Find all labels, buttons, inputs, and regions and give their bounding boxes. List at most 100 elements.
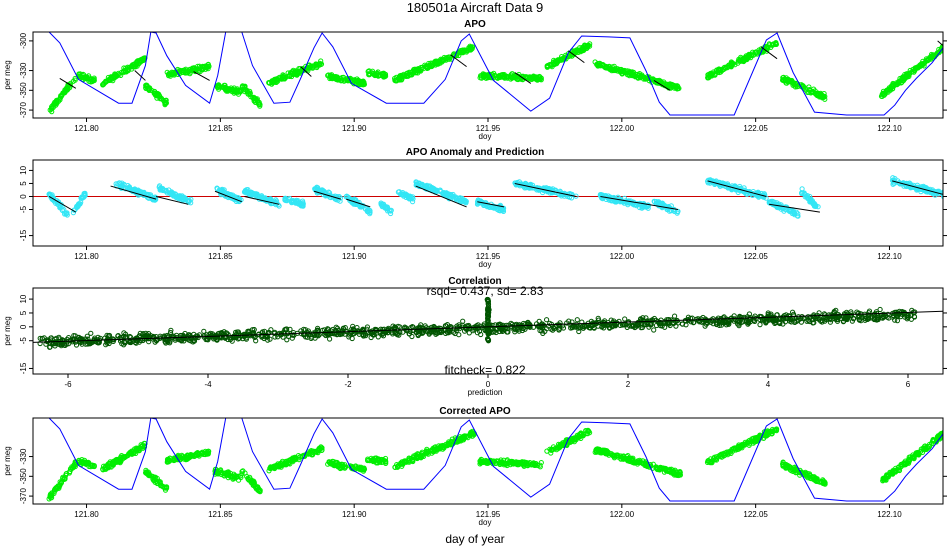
- panel-1-series-1-point-1070: [545, 64, 551, 70]
- panel-3-series-1-point-1167: [898, 314, 904, 320]
- panel-1-series-1-point-1417: [754, 51, 760, 57]
- panel-corrected-apo: 121.80 121.85 121.90 121.95 122.00 122.05 122.…: [3, 406, 947, 527]
- panel-3-series-1-point-279: [315, 325, 321, 331]
- panel-3-series-1-point-1165: [472, 325, 478, 331]
- panel-1-series-1-point-427: [257, 102, 263, 108]
- panel-1-series-1-point-1411: [746, 51, 752, 58]
- panel-3-series-1-point-1235: [267, 336, 273, 342]
- panel-3-series-1-point-1370: [763, 319, 769, 325]
- panel-3-series-1-point-1015: [557, 320, 563, 326]
- panel-4-series-1-point-54: [72, 462, 78, 468]
- panel-3-series-1-point-927: [757, 322, 763, 328]
- panel-1-series-1-point-818: [444, 56, 450, 62]
- panel-2-series-1-point-1229: [792, 212, 798, 218]
- panel-2-series-1-point-158: [119, 183, 125, 189]
- panel-1-series-1-point-1057: [581, 47, 587, 53]
- panel-3-series-1-point-1375: [735, 321, 741, 327]
- panel-1-series-1-point-233: [151, 90, 157, 97]
- panel-4-series-1-point-47: [67, 468, 73, 475]
- panel-4-series-1-point-30: [51, 487, 58, 493]
- panel-1-series-1-point-1663: [898, 80, 904, 86]
- panel-2-xtick-label-5: 122.00: [610, 252, 635, 261]
- panel-1-series-1-point-1643: [887, 86, 893, 92]
- panel-2-series-1-point-1407: [906, 182, 913, 188]
- panel-2-series-1-point-674: [462, 197, 468, 203]
- panel-1-series-1-point-1507: [819, 94, 825, 100]
- panel-2-ytick-label-1: -15: [19, 229, 28, 241]
- panel-2-series-2-segment-3: [155, 195, 189, 205]
- panel-3-series-1-point-1287: [545, 323, 552, 329]
- panel-3-series-1-point-1390: [855, 314, 862, 320]
- panel-1-series-1-point-429: [244, 88, 250, 95]
- panel-3-series-1-point-88: [651, 327, 657, 333]
- panel-3-series-1-point-1386: [371, 332, 377, 338]
- panel-1-series-1-point-1072: [559, 56, 565, 62]
- panel-3-series-1-point-1330: [834, 318, 841, 324]
- panel-1-series-1-point-1247: [626, 70, 632, 76]
- panel-1-series-1-point-1407: [726, 62, 732, 68]
- panel-3-series-1-point-1364: [302, 327, 309, 333]
- panel-2-ytick-label-3: 0: [19, 194, 28, 199]
- panel-1-series-1-point-669: [370, 71, 377, 77]
- panel-3-plot-area: [33, 296, 943, 350]
- panel-2-series-1-point-973: [619, 198, 626, 204]
- panel-1-series-1-point-1648: [896, 80, 902, 86]
- panel-3-series-1-point-1207: [556, 327, 562, 333]
- panel-3-series-1-point-1202: [474, 330, 480, 336]
- panel-1-series-1-point-838: [437, 58, 443, 64]
- panel-2-series-1-point-747: [494, 206, 500, 213]
- panel-4-series-1-point-222: [162, 487, 169, 493]
- panel-3-series-1-point-1336: [494, 326, 500, 333]
- panel-3-series-1-point-1400: [539, 325, 545, 331]
- panel-1-series-1-point-1506: [811, 86, 817, 92]
- panel-3-series-1-point-1322: [380, 331, 386, 337]
- panel-1-series-1-point-982: [478, 73, 484, 79]
- panel-3-series-1-point-1197: [866, 308, 873, 314]
- panel-3-series-1-point-1258: [161, 333, 167, 340]
- panel-2-series-2-segment-2: [110, 185, 157, 200]
- panel-3-xtick-label-1: -6: [64, 380, 72, 389]
- panel-3-series-1-point-1392: [421, 327, 428, 333]
- panel-1-series-1-point-1073: [584, 43, 591, 49]
- panel-1-series-1-point-81: [91, 75, 97, 81]
- panel-3-series-1-point-1243: [165, 339, 171, 345]
- panel-3-series-1-point-1398: [246, 329, 252, 335]
- panel-3-series-1-point-1122: [668, 317, 674, 323]
- panel-4-series-1-point-234: [151, 477, 157, 483]
- panel-3-series-1-point-1020: [685, 314, 692, 320]
- panel-1-series-1-point-315: [166, 71, 172, 77]
- panel-3-series-1-point-1038: [47, 344, 53, 350]
- panel-2-series-1-point-227: [157, 185, 164, 191]
- panel-3-xtick-label-4: 0: [486, 380, 491, 389]
- panel-1-plot-area: [33, 32, 943, 116]
- panel-1-series-1-point-975: [534, 74, 540, 80]
- panel-1-xtick-label-2: 121.85: [208, 124, 233, 133]
- panel-1-series-3-segment-3: [193, 71, 210, 81]
- panel-1-series-1-point-1660: [906, 72, 912, 78]
- panel-1-series-1-point-235: [163, 99, 169, 106]
- panel-2-series-2-segment-10: [514, 182, 577, 197]
- panel-3-series-1-point-1099: [456, 322, 462, 328]
- panel-2-series-1-point-1237: [786, 208, 792, 214]
- panel-3-series-1-point-1340: [572, 324, 579, 330]
- panel-2-series-1-point-518: [362, 206, 369, 212]
- panel-2-series-1-point-1039: [665, 204, 671, 210]
- panel-2-series-1-point-1156: [744, 191, 750, 197]
- panel-1-series-1-point-1652: [928, 51, 935, 58]
- panel-2-series-1-point-1204: [795, 211, 801, 217]
- panel-1-series-1-point-1209: [617, 68, 623, 74]
- panel-3-series-1-point-1288: [223, 330, 229, 336]
- panel-3-series-1-point-1195: [304, 334, 310, 340]
- panel-1-series-1-point-171: [140, 57, 146, 64]
- panel-1-series-1-point-1415: [743, 53, 749, 59]
- panel-3-xtick-label-5: 2: [626, 380, 631, 389]
- panel-2-series-1-point-1277: [805, 194, 811, 201]
- panel-3-series-1-point-1314: [278, 331, 284, 338]
- panel-3-series-1-point-893: [505, 329, 511, 335]
- panel-1-ytick-label-4: -300: [19, 32, 28, 49]
- panel-2-series-1-point-540: [383, 204, 389, 210]
- panel-3-series-1-point-1096: [459, 324, 465, 330]
- panel-3-series-1-point-1240: [868, 315, 874, 321]
- panel-1-series-1-point-1257: [620, 68, 626, 75]
